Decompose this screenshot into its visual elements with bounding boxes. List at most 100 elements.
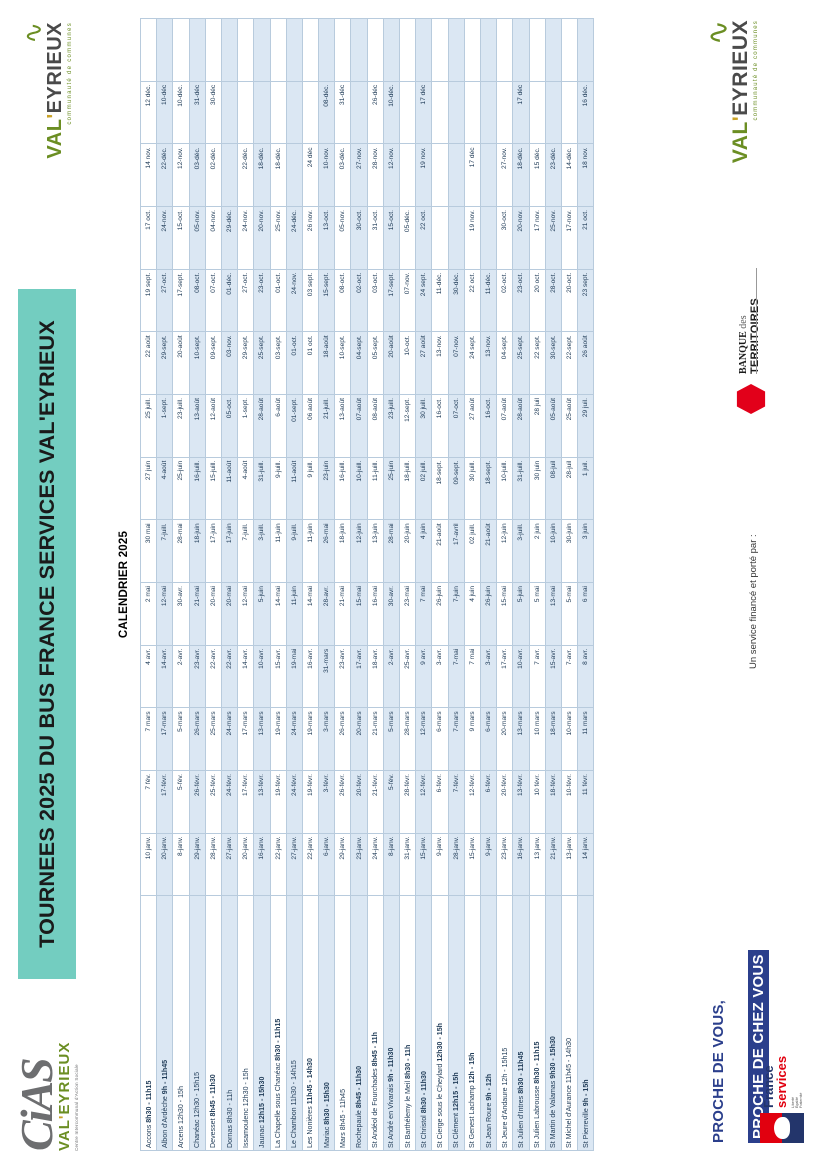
date-cell: 17-avr. [496,645,513,708]
date-cell: 14-mai [270,582,287,646]
date-cell: 12-févr. [415,770,432,834]
date-cell: 31-déc [189,81,206,144]
empty-cell [156,18,173,82]
date-cell: 23-oct. [253,269,270,332]
date-cell: 17-juin [205,519,222,583]
date-cell: 25-nov. [545,206,562,270]
date-cell: 12-sept. [399,394,416,458]
date-cell: 3-juill. [512,519,529,583]
date-cell: 05-nov. [334,206,351,270]
commune-name: St Jean Roure [484,1100,493,1148]
table-row: Les Nonières 11h45 - 14h30 22-janv. 19-fév… [302,18,319,1151]
date-cell: 9 avr. [415,645,432,708]
date-cell: 31-janv. [399,833,416,896]
empty-cell [383,18,400,82]
date-cell: 16-oct. [480,394,497,458]
commune-hours: 8h45 - 11h30 [355,1065,364,1109]
commune-name: Mariac [322,1124,331,1148]
bdt-text: BANQUE des TERRITOIRES [738,298,761,374]
date-cell: 07-août [496,394,513,458]
date-cell: 19-mars [270,707,287,771]
date-cell: 14-déc. [561,143,578,207]
date-cell: 18-juill. [399,457,416,520]
valeyrieux-footer-subtitle: communauté de communes [753,20,759,121]
empty-cell [512,18,529,82]
date-cell: 19-févr. [302,770,319,834]
date-cell: 24-déc. [286,206,303,270]
date-cell: 18-août [318,331,335,395]
date-cell: 07-oct. [448,394,465,458]
date-cell: 28 juil [529,394,546,458]
date-cell: 27-nov. [350,143,368,207]
date-cell: 04-sept. [350,331,368,395]
commune-name: St Andéol de Fourchades [371,1066,380,1148]
date-cell: 17-juin [221,519,238,583]
date-cell: 27-janv. [221,833,238,896]
cias-logo-name: VAL'EYRIEUX [56,1001,73,1151]
date-cell: 26 août [577,331,594,395]
date-cell: 07-août [350,394,368,458]
date-cell: 03-oct. [367,269,384,332]
date-cell: 11-déc. [480,269,497,332]
date-cell: 26-mars [334,707,351,771]
page-title: TOURNEES 2025 DU BUS FRANCE SERVICES VAL… [34,320,59,948]
date-cell: 5-mai [561,582,578,646]
date-cell: 30-sept. [545,331,562,395]
date-cell: 15-janv. [464,833,481,896]
row-label: Dornas 8h30 - 11h [221,895,238,1151]
date-cell: 25-févr. [205,770,222,834]
date-cell: 02-oct. [350,269,368,332]
date-cell: 20-mars [350,707,368,771]
date-cell: 01-oct. [286,331,303,395]
date-cell: 29 juil. [577,394,594,458]
date-cell: 24 sept. [464,331,481,395]
date-cell: 04-nov. [205,206,222,270]
empty-cell [431,81,449,144]
date-cell: 18-déc. [253,143,270,207]
date-cell: 10 janv. [140,833,157,896]
row-label: St Barthélemy le Meil 8h30 - 11h [399,895,416,1151]
date-cell: 18-avr. [367,645,384,708]
table-row: St Julien Labrousse 8h30 - 11h15 13 janv.… [529,18,546,1151]
date-cell: 6 mai [577,582,594,646]
commune-name: Albon d'Ardèche [160,1094,169,1148]
commune-name: Jaunac [257,1123,266,1148]
date-cell: 5-mars [172,707,190,771]
empty-cell [286,143,303,207]
date-cell: 19-mars [302,707,319,771]
bdt-divider [756,268,757,374]
date-cell: 18-févr. [545,770,562,834]
commune-hours: 8h30 - 11h [403,1044,412,1079]
date-cell: 21-mai [334,582,351,646]
date-cell: 30 juin [529,457,546,520]
date-cell: 7 fév. [140,770,157,834]
row-label: Issamoulenc 12h30 - 15h [237,895,254,1151]
date-cell: 28-juil [561,457,578,520]
commune-hours: 9h - 15h [581,1079,590,1107]
valeyrieux-logo-name: VAL'EYRIEUX [43,22,66,172]
empty-cell [286,81,303,144]
date-cell: 08-août [367,394,384,458]
valeyrieux-name-val: VAL [43,118,66,159]
date-cell: 17-févr. [156,770,173,834]
commune-hours: 8h30 - 11h15 [274,1018,283,1061]
empty-cell [561,81,578,144]
empty-cell [496,18,513,82]
commune-hours: 12h - 15h [468,1052,477,1084]
date-cell: 23-juill. [383,394,400,458]
empty-cell [221,143,238,207]
date-cell: 3-févr. [318,770,335,834]
date-cell: 10-avr. [253,645,270,708]
date-cell: 11-déc. [431,269,449,332]
date-cell: 18-déc. [270,143,287,207]
date-cell: 26 nov. [302,206,319,270]
date-cell: 7 avr. [529,645,546,708]
date-cell: 16-mai [367,582,384,646]
commune-name: St Martin de Valamas [549,1078,558,1148]
empty-cell [415,18,432,82]
table-row: Accons 8h30 - 11h15 10 janv. 7 fév. 7 mars 4… [140,18,157,1151]
date-cell: 25-mars [205,707,222,771]
table-row: Rochepaule 8h45 - 11h30 23-janv. 20-févr. 2… [350,18,368,1151]
commune-name: St Julien d'Intres [516,1093,525,1148]
date-cell: 19 sept. [140,269,157,332]
